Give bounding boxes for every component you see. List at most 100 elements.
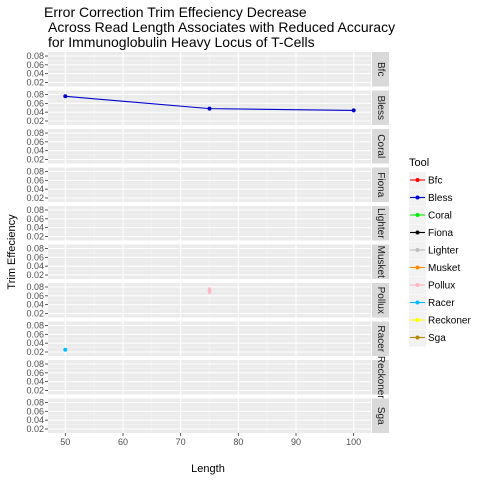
facet-strip xyxy=(372,398,389,433)
y-tick-label: 0.02 xyxy=(26,309,44,319)
legend-label: Lighter xyxy=(428,246,459,257)
y-tick-label: 0.04 xyxy=(26,415,44,425)
x-tick-label: 80 xyxy=(233,437,243,447)
y-tick-label: 0.06 xyxy=(26,137,44,147)
y-tick-label: 0.02 xyxy=(26,155,44,165)
y-tick-label: 0.04 xyxy=(26,146,44,156)
y-tick-label: 0.08 xyxy=(26,205,44,215)
x-tick-label: 100 xyxy=(346,437,361,447)
facet-strip xyxy=(372,206,389,241)
data-point-bless xyxy=(351,108,356,113)
facet-panel-lighter: 0.020.040.060.08 Lighter xyxy=(26,205,389,242)
legend-key-point xyxy=(415,178,420,182)
y-tick-label: 0.04 xyxy=(26,300,44,310)
y-tick-label: 0.08 xyxy=(26,128,44,138)
x-axis-title: Length xyxy=(191,463,225,475)
facet-panel-bless: 0.020.040.060.08 Bless xyxy=(26,90,389,126)
facet-strip-label: Pollux xyxy=(375,287,386,314)
chart-title: Error Correction Trim Effeciency Decreas… xyxy=(44,4,395,50)
facet-strip xyxy=(372,321,389,356)
facet-panel-reckoner: 0.020.040.060.08 Reckoner xyxy=(26,356,389,399)
x-axis: 50 60 70 80 90 100 xyxy=(60,433,361,447)
facet-strip xyxy=(372,244,389,279)
y-tick-label: 0.02 xyxy=(26,424,44,434)
data-point-pollux xyxy=(207,288,212,293)
data-point-bless xyxy=(63,94,68,99)
legend-title: Tool xyxy=(409,157,429,169)
y-tick-label: 0.06 xyxy=(26,98,44,108)
y-tick-label: 0.06 xyxy=(26,175,44,185)
legend-key-point xyxy=(415,283,420,287)
data-point-racer xyxy=(63,347,68,352)
legend-item-reckoner: Reckoner xyxy=(409,312,471,329)
facet-strip-label: Sga xyxy=(375,407,386,425)
legend-key-point xyxy=(415,195,420,200)
legend: Tool Bfc Bless Coral Fiona Lighter Musket Pollu… xyxy=(409,157,471,347)
y-tick-label: 0.06 xyxy=(26,214,44,224)
facet-strip xyxy=(372,360,389,395)
y-axis-title: Trim Effeciency xyxy=(6,214,18,290)
facet-panel-sga: 0.020.040.060.08 Sga xyxy=(26,398,389,434)
facet-strip-label: Bfc xyxy=(375,62,386,76)
data-point-bless xyxy=(207,106,212,111)
x-tick-label: 70 xyxy=(176,437,186,447)
facet-panel-pollux: 0.020.040.060.08 Pollux xyxy=(26,282,389,319)
y-tick-label: 0.08 xyxy=(26,321,44,331)
y-tick-label: 0.08 xyxy=(26,282,44,292)
facet-strip xyxy=(372,283,389,318)
y-tick-label: 0.08 xyxy=(26,90,44,100)
legend-item-pollux: Pollux xyxy=(409,277,455,294)
facet-panels: 0.020.040.060.08Bfc0.020.040.060.08Bless… xyxy=(26,51,389,434)
x-tick-label: 90 xyxy=(291,437,301,447)
facet-strip-label: Bless xyxy=(375,96,386,120)
legend-item-fiona: Fiona xyxy=(409,224,453,242)
x-tick-label: 50 xyxy=(60,437,70,447)
legend-label: Sga xyxy=(428,333,446,344)
y-tick-label: 0.08 xyxy=(26,51,44,61)
legend-item-bless: Bless xyxy=(409,189,452,207)
y-tick-label: 0.02 xyxy=(26,78,44,88)
y-tick-label: 0.04 xyxy=(26,261,44,271)
y-tick-label: 0.04 xyxy=(26,184,44,194)
title-line-1: Error Correction Trim Effeciency Decreas… xyxy=(44,4,307,20)
legend-key-point xyxy=(415,230,420,235)
title-line-2: Across Read Length Associates with Reduc… xyxy=(48,19,395,35)
y-tick-label: 0.06 xyxy=(26,252,44,262)
y-tick-label: 0.02 xyxy=(26,232,44,242)
facet-strip-label: Reckoner xyxy=(375,356,386,399)
facet-panel-coral: 0.020.040.060.08 Coral xyxy=(26,128,389,165)
legend-label: Fiona xyxy=(428,228,453,239)
legend-label: Bfc xyxy=(428,176,442,187)
y-tick-label: 0.08 xyxy=(26,244,44,254)
legend-label: Coral xyxy=(428,211,452,222)
title-line-3: for Immunoglobulin Heavy Locus of T-Cell… xyxy=(48,34,315,50)
legend-label: Racer xyxy=(428,298,455,309)
facet-panel-musket: 0.020.040.060.08 Musket xyxy=(26,244,389,280)
y-tick-label: 0.02 xyxy=(26,386,44,396)
y-tick-label: 0.06 xyxy=(26,291,44,301)
facet-strip-label: Coral xyxy=(375,134,386,158)
y-tick-label: 0.04 xyxy=(26,107,44,117)
y-tick-label: 0.08 xyxy=(26,398,44,408)
legend-item-bfc: Bfc xyxy=(409,172,442,189)
y-tick-label: 0.06 xyxy=(26,368,44,378)
y-tick-label: 0.04 xyxy=(26,69,44,79)
legend-key-point xyxy=(415,318,420,322)
legend-item-musket: Musket xyxy=(409,259,460,277)
facet-panel-racer: 0.020.040.060.08 Racer xyxy=(26,321,389,357)
legend-label: Bless xyxy=(428,193,452,204)
y-tick-label: 0.02 xyxy=(26,193,44,203)
facet-strip-label: Musket xyxy=(375,246,386,278)
y-tick-label: 0.02 xyxy=(26,116,44,126)
y-tick-label: 0.06 xyxy=(26,329,44,339)
facet-strip xyxy=(372,167,389,202)
y-tick-label: 0.08 xyxy=(26,359,44,369)
legend-item-sga: Sga xyxy=(409,329,446,347)
legend-label: Musket xyxy=(428,263,460,274)
y-tick-label: 0.04 xyxy=(26,377,44,387)
facet-strip-label: Lighter xyxy=(375,208,386,239)
y-tick-label: 0.04 xyxy=(26,338,44,348)
facet-panel-bfc: 0.020.040.060.08 Bfc xyxy=(26,51,389,88)
legend-label: Pollux xyxy=(428,281,455,292)
facet-strip-label: Fiona xyxy=(375,172,386,197)
